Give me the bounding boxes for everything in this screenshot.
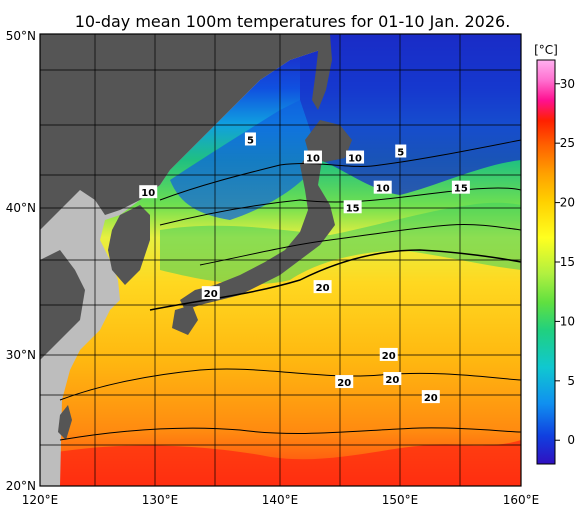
colorbar-ticks: 0 5 10 15 20 25 30 <box>555 77 575 447</box>
taiwan <box>58 405 72 440</box>
contour-labels: 5 5 10 10 10 10 15 15 20 20 20 20 20 20 <box>139 132 470 404</box>
transition-band <box>160 202 521 285</box>
contour-label-bg <box>346 150 365 164</box>
contour-label-bg <box>421 390 440 404</box>
colorbar-tick-label: 15 <box>560 255 575 269</box>
lat-tick-40: 40°N <box>6 201 36 215</box>
sakhalin <box>312 34 332 110</box>
contour-label-bg <box>244 132 256 146</box>
lat-tick-30: 30°N <box>6 348 36 362</box>
colorbar-tick-label: 20 <box>560 196 575 210</box>
contour-label: 5 <box>397 148 404 159</box>
colorbar-unit: [°C] <box>534 43 558 57</box>
contour-label: 20 <box>424 393 438 404</box>
lon-axis: 120°E 130°E 140°E 150°E 160°E <box>22 493 540 507</box>
contour-label-bg <box>373 180 392 194</box>
lat-axis: 20°N 30°N 40°N 50°N <box>6 29 36 493</box>
contour-label: 20 <box>337 378 351 389</box>
contour-label-bg <box>379 347 398 361</box>
contour-label-bg <box>343 200 362 214</box>
colorbar-scale <box>536 59 556 465</box>
colorbar-tick-label: 5 <box>567 374 575 388</box>
map-grid <box>40 34 521 486</box>
colorbar-tick-label: 10 <box>560 314 575 328</box>
colorbar-tick-label: 30 <box>560 77 575 91</box>
lon-tick-160: 160°E <box>503 493 540 507</box>
mainland-dark <box>40 34 330 230</box>
isotherm-15 <box>199 224 521 266</box>
map-title: 10-day mean 100m temperatures for 01-10 … <box>74 12 511 31</box>
isotherm-5 <box>159 139 521 201</box>
contour-label-bg <box>383 372 402 386</box>
contour-label: 10 <box>348 154 362 165</box>
contour-label-bg <box>201 286 220 300</box>
lat-tick-50: 50°N <box>6 29 36 43</box>
contour-label: 20 <box>316 283 330 294</box>
contour-label: 15 <box>454 184 468 195</box>
contour-label: 20 <box>204 289 218 300</box>
contour-label-bg <box>139 185 158 199</box>
contour-label: 15 <box>346 203 360 214</box>
contour-label-bg <box>303 150 322 164</box>
kyushu <box>172 305 198 335</box>
isotherm-24 <box>59 427 521 441</box>
japan-sea <box>170 100 320 220</box>
lon-tick-140: 140°E <box>262 493 299 507</box>
contour-label-bg <box>335 375 354 389</box>
lon-tick-150: 150°E <box>382 493 419 507</box>
contour-label: 10 <box>376 184 390 195</box>
japan-islands <box>180 150 335 310</box>
colorbar-tick-label: 0 <box>567 433 575 447</box>
colorbar: [°C] 0 5 10 15 20 25 30 <box>534 43 575 465</box>
contour-label: 5 <box>247 135 254 146</box>
contour-label: 20 <box>382 351 396 362</box>
map-frame <box>39 33 522 487</box>
contour-label-bg <box>313 280 332 294</box>
lon-tick-120: 120°E <box>22 493 59 507</box>
contour-label-bg <box>395 144 407 158</box>
contour-label: 20 <box>385 375 399 386</box>
lat-tick-20: 20°N <box>6 479 36 493</box>
warm-band <box>40 440 521 486</box>
lon-tick-130: 130°E <box>142 493 179 507</box>
korea-peninsula <box>108 205 150 285</box>
contour-label-bg <box>451 180 470 194</box>
colorbar-tick-label: 25 <box>560 136 575 150</box>
contour-label: 10 <box>141 188 155 199</box>
isotherm-22 <box>59 368 521 401</box>
contour-label: 10 <box>306 154 320 165</box>
